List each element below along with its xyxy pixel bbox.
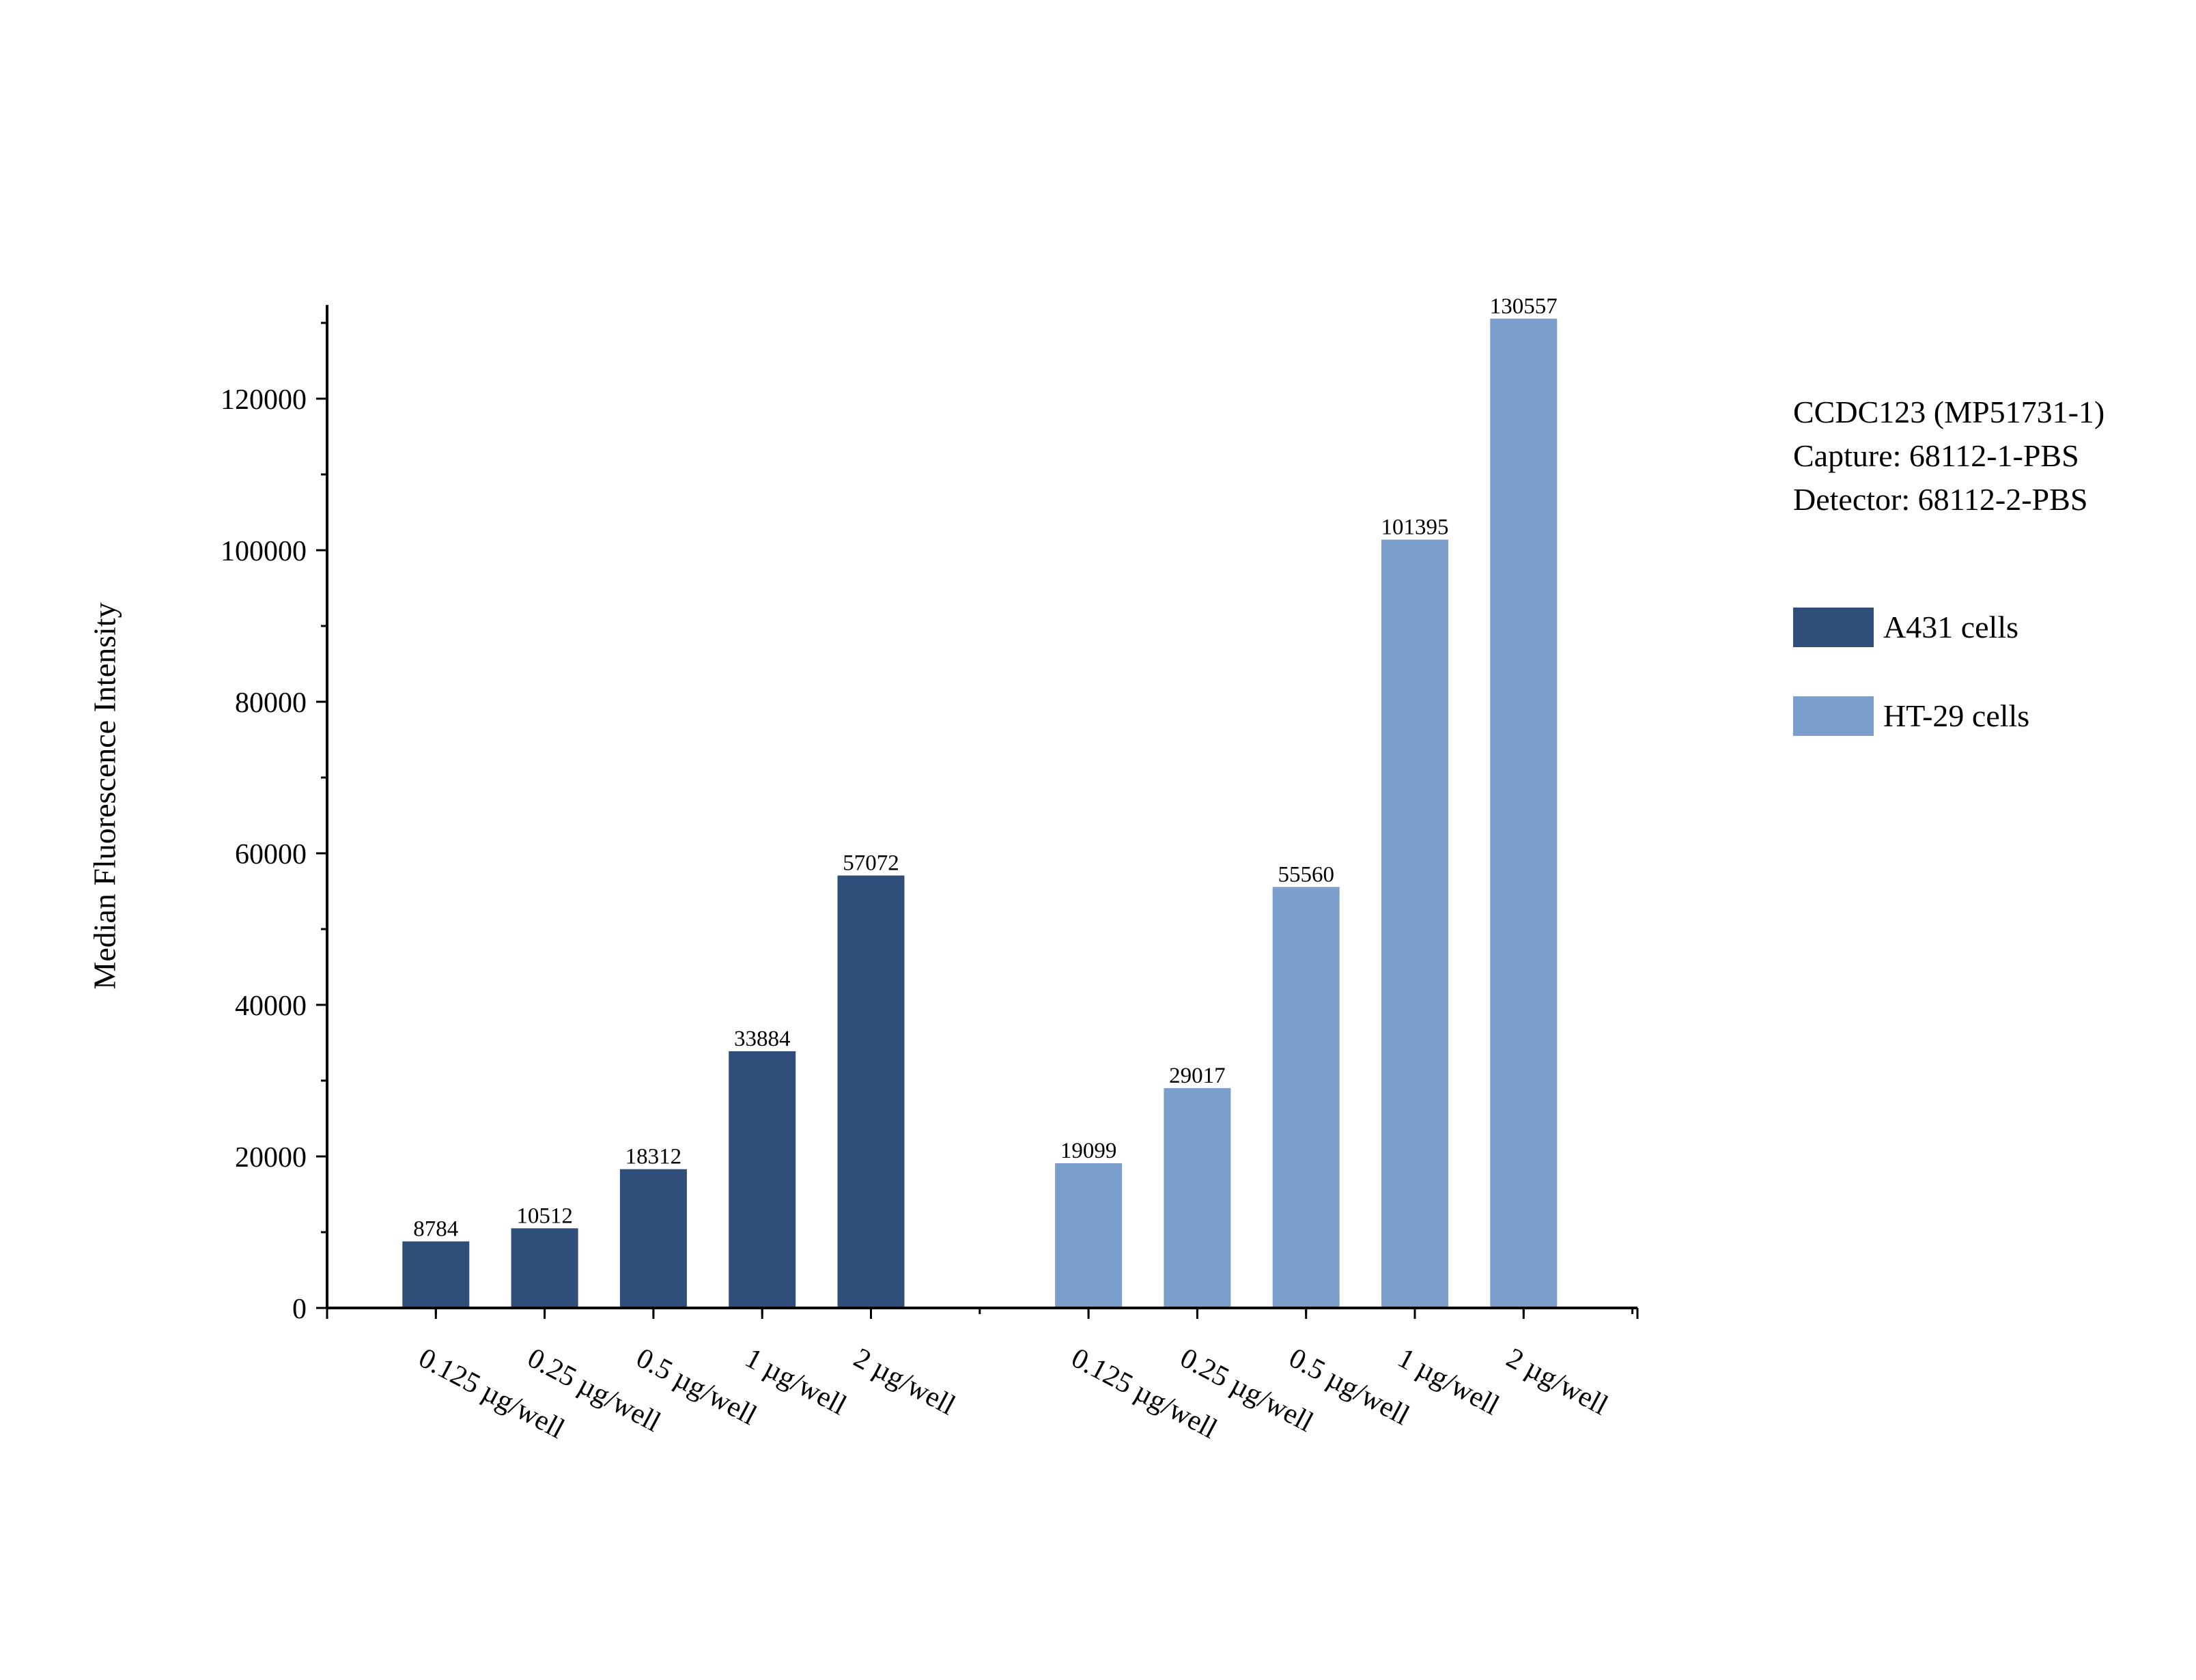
bar-value-label: 33884	[734, 1027, 791, 1051]
bar-value-label: 29017	[1169, 1064, 1226, 1088]
value-labels-layer: 8784 10512 18312 33884 57072 19099 29017 55560 1…	[413, 294, 1558, 1242]
bar	[1164, 1087, 1231, 1308]
bar	[1490, 318, 1558, 1308]
bar-value-label: 101395	[1381, 515, 1449, 540]
y-tick-label: 40000	[235, 991, 307, 1022]
bar	[1381, 539, 1448, 1308]
bar-value-label: 18312	[625, 1145, 682, 1169]
bar-value-label: 55560	[1278, 862, 1334, 887]
y-tick-label: 60000	[235, 839, 307, 870]
bar	[1055, 1163, 1123, 1308]
y-axis-title: Median Fluorescence Intensity	[87, 602, 122, 990]
legend-label-a431: A431 cells	[1883, 610, 2019, 644]
bar	[1272, 887, 1340, 1308]
y-tick-label: 0	[292, 1294, 307, 1325]
legend-swatch-a431	[1793, 608, 1874, 647]
bar-value-label: 57072	[843, 851, 899, 876]
annotation-detector-line: Detector: 68112-2-PBS	[1793, 482, 2088, 517]
bar	[619, 1169, 687, 1308]
bar	[511, 1228, 578, 1308]
x-tick-label: 2 µg/well	[849, 1342, 960, 1421]
axes-layer: 0 20000 40000 60000 80000 100000 120000	[221, 304, 1639, 1325]
bar	[729, 1051, 796, 1308]
bar	[837, 875, 905, 1308]
bars-layer	[402, 318, 1558, 1308]
y-tick-label: 120000	[221, 384, 307, 416]
y-tick-label: 20000	[235, 1142, 307, 1173]
y-tick-label: 100000	[221, 536, 307, 567]
legend-swatch-ht29	[1793, 696, 1874, 736]
bar-value-label: 8784	[413, 1217, 458, 1242]
annotation-target-line: CCDC123 (MP51731-1)	[1793, 395, 2105, 429]
annotation-capture-line: Capture: 68112-1-PBS	[1793, 438, 2079, 473]
chart-annotation: CCDC123 (MP51731-1) Capture: 68112-1-PBS…	[1793, 390, 2104, 522]
bar-value-label: 10512	[516, 1204, 573, 1228]
bar-value-label: 130557	[1490, 294, 1558, 319]
legend-label-ht29: HT-29 cells	[1883, 698, 2030, 733]
x-tick-label: 2 µg/well	[1502, 1342, 1613, 1421]
bar	[402, 1241, 470, 1308]
y-tick-label: 80000	[235, 687, 307, 719]
bar-value-label: 19099	[1060, 1139, 1117, 1163]
